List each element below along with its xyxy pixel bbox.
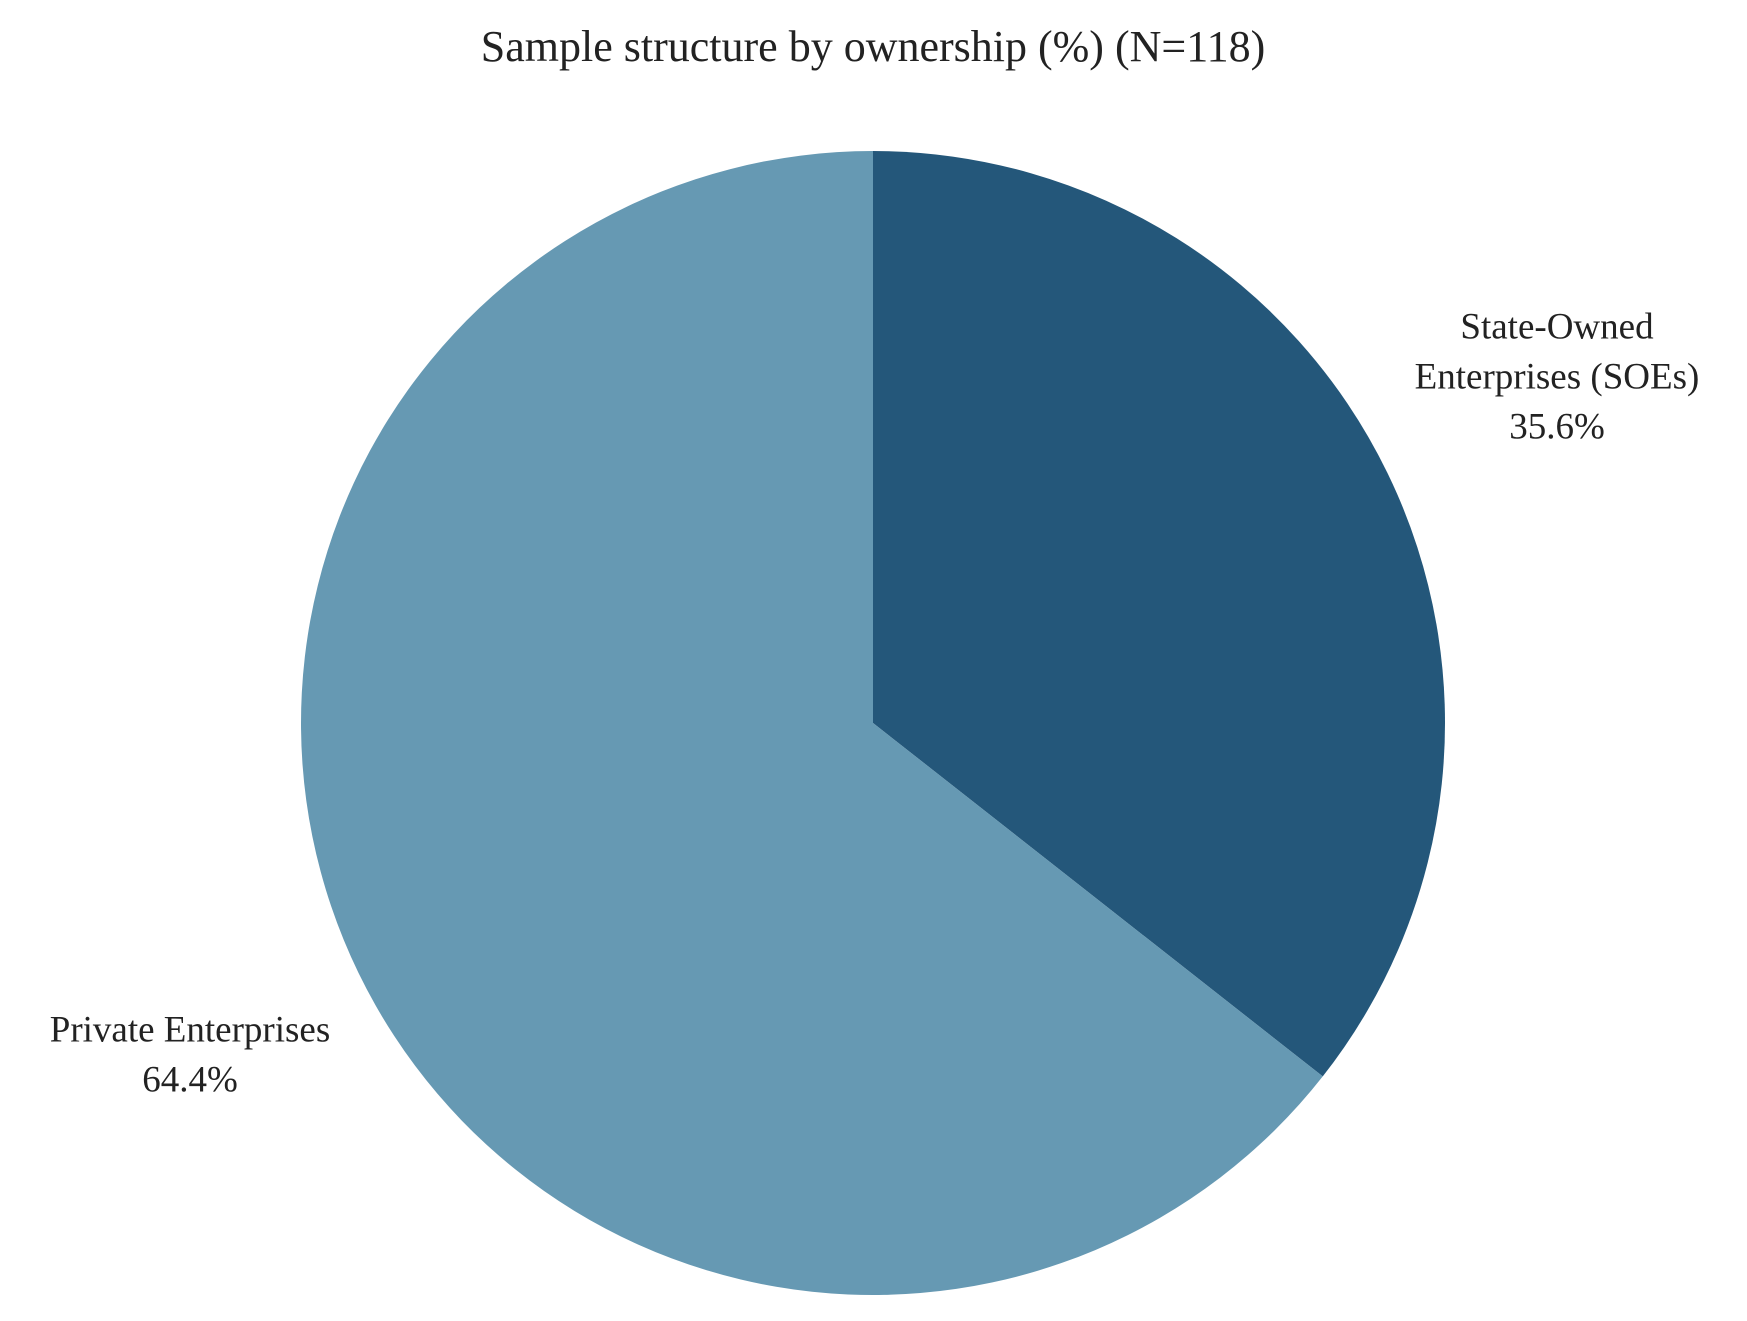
pie-slices: [301, 151, 1446, 1295]
slice-category-label-0: Enterprises (SOEs): [1415, 356, 1700, 397]
pie-slice-0: [873, 151, 1446, 1077]
slice-category-label-0: State-Owned: [1460, 306, 1654, 347]
slice-value-label-1: 64.4%: [142, 1059, 238, 1100]
pie-slice-1: [301, 151, 1323, 1295]
slice-category-label-1: Private Enterprises: [50, 1009, 331, 1050]
slice-value-label-0: 35.6%: [1509, 406, 1605, 447]
pie-labels: State-Owned Enterprises (SOEs) 35.6% Privat…: [50, 306, 1700, 1100]
chart-title: Sample structure by ownership (%) (N=118…: [481, 22, 1265, 71]
